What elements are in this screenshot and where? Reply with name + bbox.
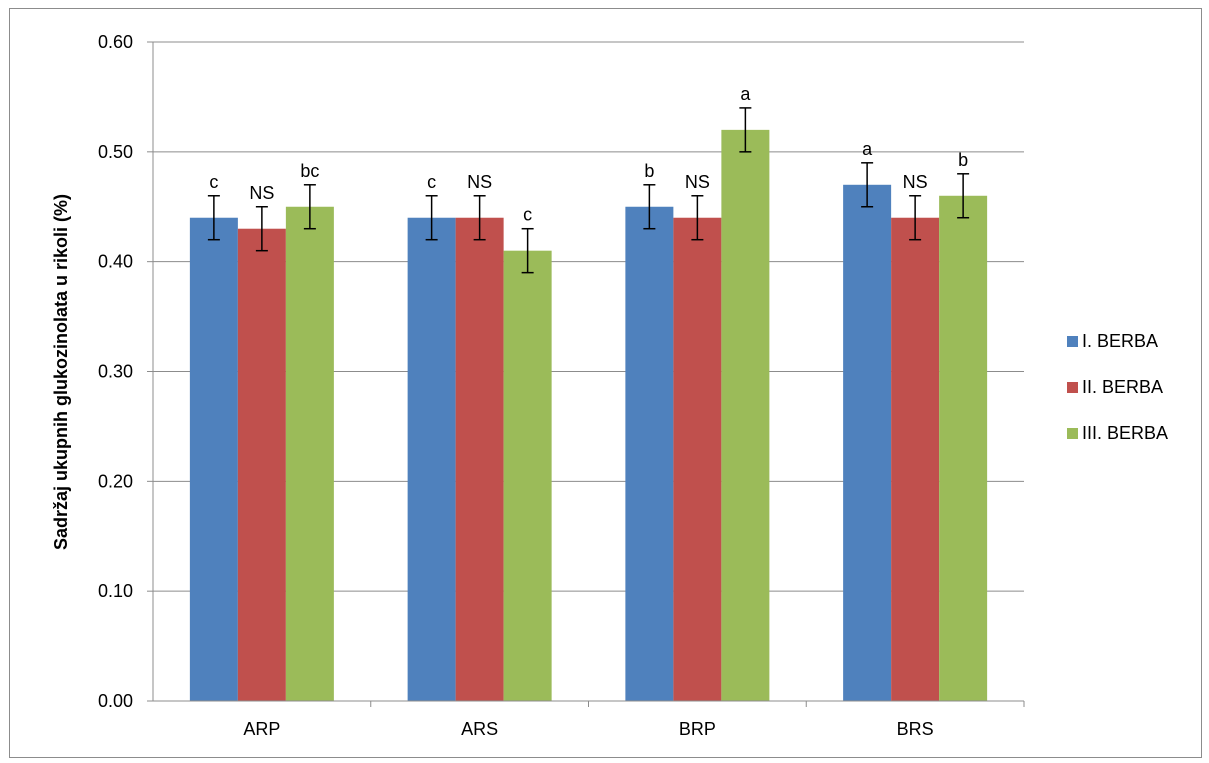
bar-brs-series-3 bbox=[939, 195, 988, 701]
legend-swatch-series-3 bbox=[1067, 428, 1078, 439]
significance-label: b bbox=[958, 150, 968, 170]
y-tick-label: 0.60 bbox=[98, 32, 133, 52]
y-tick-label: 0.30 bbox=[98, 362, 133, 382]
significance-label: NS bbox=[685, 172, 710, 192]
legend-label: II. BERBA bbox=[1082, 377, 1163, 397]
x-tick-label: ARP bbox=[243, 719, 280, 739]
bar-arp-series-3 bbox=[285, 206, 334, 701]
bar-brs-series-1 bbox=[843, 184, 892, 702]
significance-label: NS bbox=[467, 172, 492, 192]
significance-labels: c NS bc c NS c b NS a a NS b bbox=[209, 84, 968, 225]
y-tick-label: 0.50 bbox=[98, 142, 133, 162]
significance-label: c bbox=[523, 205, 532, 225]
x-tick-label: BRS bbox=[897, 719, 934, 739]
significance-label: NS bbox=[249, 183, 274, 203]
bar-ars-series-2 bbox=[455, 217, 504, 701]
axes bbox=[147, 41, 1025, 707]
significance-label: c bbox=[209, 172, 218, 192]
significance-label: NS bbox=[903, 172, 928, 192]
bar-ars-series-1 bbox=[407, 217, 456, 701]
y-tick-label: 0.40 bbox=[98, 252, 133, 272]
bar-arp-series-1 bbox=[189, 217, 238, 701]
y-axis-label: Sadržaj ukupnih glukozinolata u rikoli (… bbox=[51, 194, 71, 550]
y-tick-label: 0.00 bbox=[98, 691, 133, 711]
legend-swatch-series-1 bbox=[1067, 336, 1078, 347]
bars bbox=[189, 129, 988, 702]
y-tick-label: 0.10 bbox=[98, 581, 133, 601]
legend-label: III. BERBA bbox=[1082, 423, 1168, 443]
legend-label: I. BERBA bbox=[1082, 331, 1158, 351]
bar-brp-series-2 bbox=[673, 217, 722, 701]
significance-label: bc bbox=[300, 161, 319, 181]
bar-brs-series-2 bbox=[891, 217, 940, 701]
bar-brp-series-1 bbox=[625, 206, 674, 701]
significance-label: a bbox=[862, 139, 873, 159]
legend-swatch-series-2 bbox=[1067, 382, 1078, 393]
x-tick-label: ARS bbox=[461, 719, 498, 739]
x-tick-label: BRP bbox=[679, 719, 716, 739]
y-tick-label: 0.20 bbox=[98, 471, 133, 491]
bar-arp-series-2 bbox=[237, 228, 286, 701]
bar-brp-series-3 bbox=[721, 129, 770, 701]
bar-ars-series-3 bbox=[503, 250, 552, 701]
significance-label: b bbox=[644, 161, 654, 181]
significance-label: c bbox=[427, 172, 436, 192]
significance-label: a bbox=[740, 84, 751, 104]
x-tick-labels: ARP ARS BRP BRS bbox=[243, 719, 933, 739]
error-bars bbox=[207, 107, 970, 274]
legend: I. BERBA II. BERBA III. BERBA bbox=[1067, 331, 1168, 443]
y-tick-labels: 0.00 0.10 0.20 0.30 0.40 0.50 0.60 bbox=[98, 32, 133, 711]
